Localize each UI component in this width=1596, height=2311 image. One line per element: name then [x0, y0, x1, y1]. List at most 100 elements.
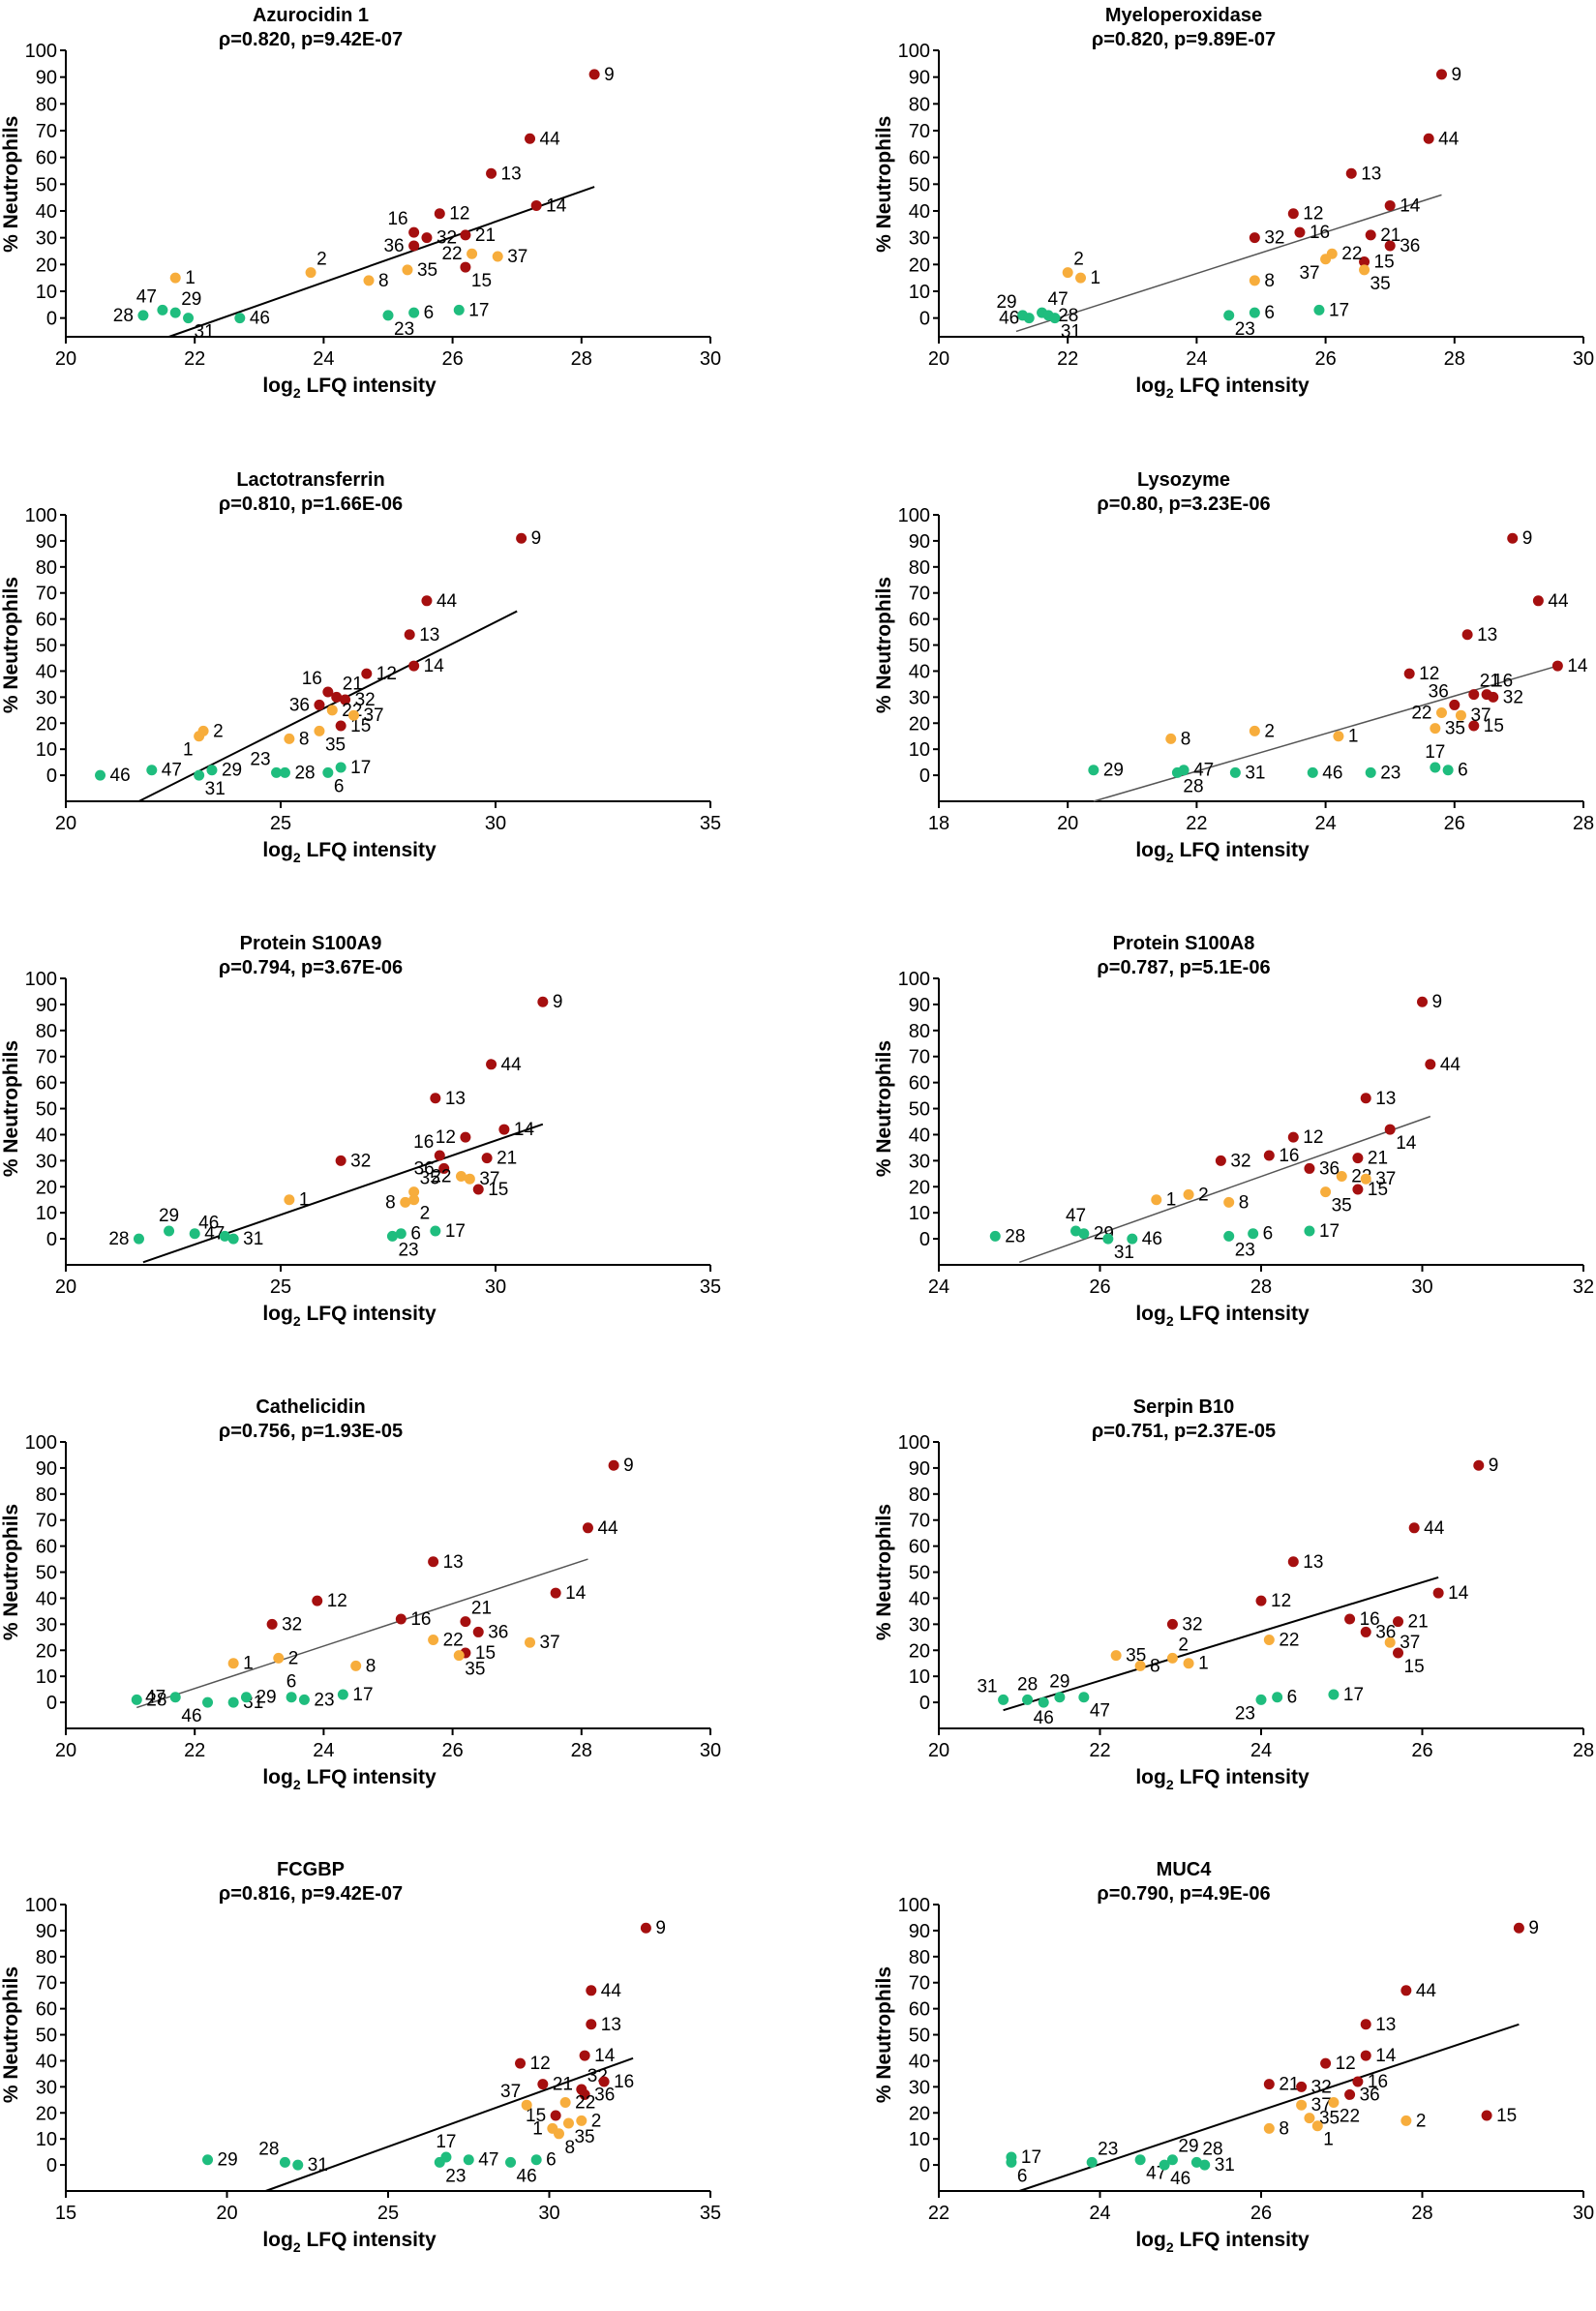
- chart-title: Protein S100A8: [1113, 933, 1255, 954]
- chart-subtitle: ρ=0.756, p=1.93E-05: [219, 1421, 403, 1442]
- data-point: [305, 267, 316, 279]
- y-tick-label: 80: [909, 1021, 930, 1042]
- regression-line: [138, 610, 518, 802]
- point-label: 17: [1343, 1685, 1364, 1705]
- point-label: 28: [1183, 776, 1203, 796]
- point-label: 31: [308, 2155, 328, 2176]
- data-point: [1223, 310, 1235, 321]
- point-label: 6: [1017, 2166, 1028, 2186]
- y-axis-label: % Neutrophils: [873, 116, 895, 253]
- data-point: [582, 1522, 593, 1534]
- data-point: [331, 691, 343, 703]
- y-tick-label: 70: [909, 584, 930, 605]
- data-point: [1513, 1922, 1524, 1934]
- y-tick-label: 10: [909, 1203, 930, 1224]
- point-label: 22: [1411, 704, 1431, 724]
- point-label: 37: [507, 247, 527, 267]
- y-tick-label: 80: [909, 94, 930, 115]
- scatter-panel: Serpin B10 ρ=0.751, p=2.37E-05 0 10 20 30 40 50…: [873, 1396, 1594, 1792]
- point-label: 35: [1319, 2109, 1340, 2129]
- y-tick-label: 10: [36, 1666, 57, 1688]
- data-point: [169, 272, 181, 284]
- data-point: [516, 532, 527, 544]
- point-label: 29: [1178, 2137, 1198, 2157]
- point-label: 1: [299, 1190, 310, 1211]
- x-tick-label: 32: [1573, 1276, 1594, 1298]
- y-tick-label: 20: [36, 2103, 57, 2124]
- data-point: [486, 167, 497, 179]
- regression-line: [168, 186, 595, 338]
- data-point: [279, 766, 290, 778]
- x-tick-label: 35: [700, 1276, 721, 1298]
- point-label: 13: [1375, 2015, 1396, 2035]
- y-tick-label: 70: [36, 1973, 57, 1995]
- point-label: 22: [575, 2093, 595, 2114]
- point-label: 9: [1432, 992, 1443, 1012]
- scatter-panel: Azurocidin 1 ρ=0.820, p=9.42E-07 0 10 20 30 40…: [0, 5, 721, 401]
- data-point: [1307, 766, 1318, 778]
- y-axis-label: % Neutrophils: [0, 1966, 22, 2103]
- y-tick-label: 50: [36, 636, 57, 657]
- y-tick-label: 100: [25, 1895, 57, 1916]
- point-label: 2: [1198, 1185, 1209, 1205]
- data-point: [453, 304, 465, 315]
- x-tick-label: 26: [1314, 348, 1336, 370]
- data-point: [1507, 532, 1519, 544]
- point-label: 29: [218, 2150, 238, 2171]
- point-label: 21: [471, 1599, 492, 1619]
- y-tick-label: 70: [909, 1047, 930, 1068]
- point-label: 14: [1396, 1133, 1417, 1154]
- data-point: [1425, 1059, 1436, 1070]
- x-tick-label: 25: [270, 1276, 291, 1298]
- data-point: [1360, 1173, 1371, 1185]
- point-label: 1: [532, 2118, 543, 2139]
- y-tick-label: 50: [909, 1563, 930, 1584]
- data-point: [240, 1692, 252, 1703]
- data-point: [1400, 1985, 1412, 1996]
- data-point: [1473, 1459, 1485, 1471]
- point-label: 47: [1066, 1206, 1086, 1226]
- y-tick-label: 80: [909, 1485, 930, 1506]
- point-label: 28: [113, 306, 134, 326]
- data-point: [227, 1658, 239, 1669]
- y-axis-label: % Neutrophils: [0, 116, 22, 253]
- y-tick-label: 80: [36, 1947, 57, 1968]
- chart-subtitle: ρ=0.787, p=5.1E-06: [1097, 957, 1270, 978]
- y-tick-label: 90: [909, 995, 930, 1016]
- y-tick-label: 20: [909, 713, 930, 735]
- data-point: [586, 1985, 597, 1996]
- data-point: [408, 1186, 420, 1198]
- y-axis-label: % Neutrophils: [0, 577, 22, 713]
- data-point: [1294, 226, 1306, 238]
- point-label: 2: [1416, 2111, 1427, 2131]
- data-point: [1263, 1150, 1275, 1161]
- data-point: [998, 1694, 1009, 1705]
- x-axis-label: log2 LFQ intensity: [262, 2229, 437, 2255]
- point-label: 21: [553, 2075, 573, 2095]
- data-point: [453, 1650, 465, 1662]
- data-point: [1038, 1696, 1049, 1708]
- x-tick-label: 26: [1250, 2203, 1272, 2224]
- point-label: 2: [420, 1204, 431, 1224]
- data-point: [402, 264, 413, 276]
- y-tick-label: 80: [36, 94, 57, 115]
- point-label: 15: [350, 716, 371, 736]
- data-point: [131, 1694, 142, 1705]
- data-point: [1360, 1093, 1371, 1104]
- point-label: 13: [1375, 1089, 1396, 1109]
- point-label: 8: [299, 729, 310, 749]
- data-point: [1320, 254, 1332, 265]
- data-point: [404, 629, 415, 641]
- chart-title: Protein S100A9: [240, 933, 382, 954]
- data-point: [1455, 709, 1466, 721]
- point-label: 6: [1458, 761, 1468, 781]
- data-point: [1461, 629, 1473, 641]
- x-tick-label: 22: [1089, 1740, 1110, 1761]
- data-point: [576, 2115, 587, 2126]
- point-label: 6: [1287, 1688, 1298, 1708]
- point-label: 36: [1360, 2085, 1380, 2105]
- point-label: 23: [445, 2166, 466, 2186]
- y-tick-label: 50: [36, 1563, 57, 1584]
- point-label: 12: [1336, 2054, 1356, 2074]
- data-point: [1449, 699, 1460, 710]
